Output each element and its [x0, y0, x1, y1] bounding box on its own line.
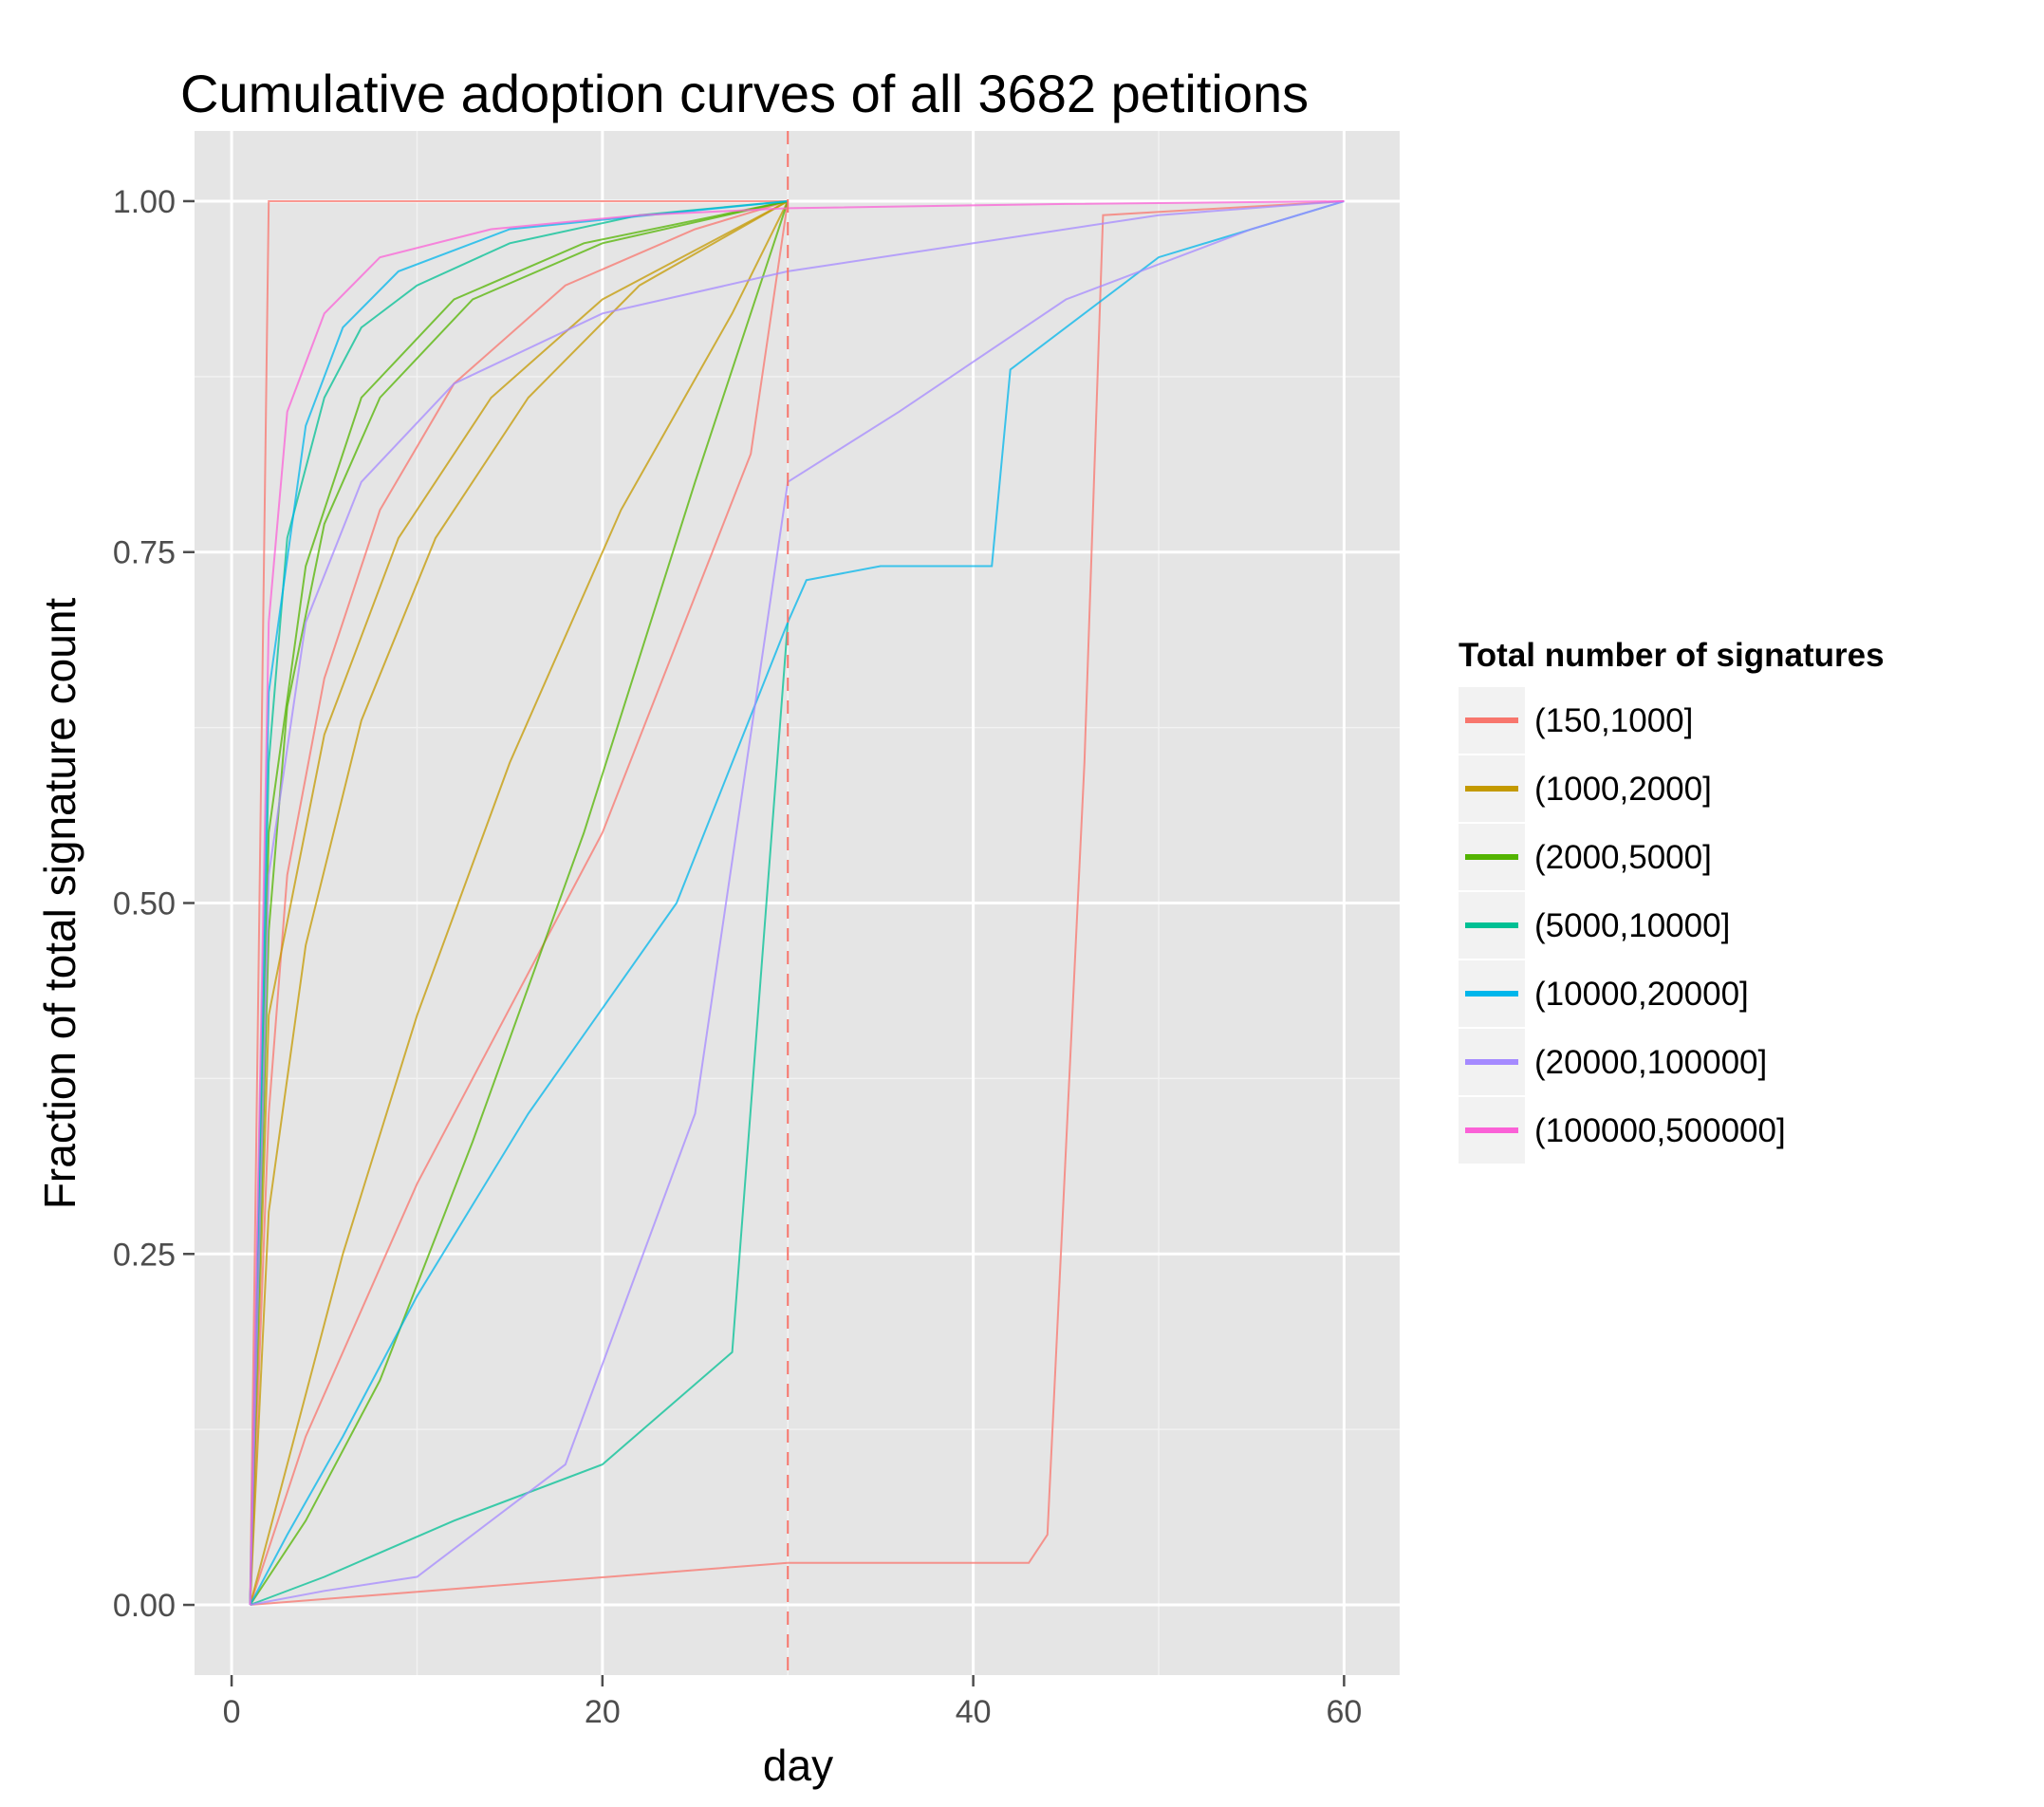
series-layer [249, 200, 1345, 1606]
series-line [249, 200, 789, 1606]
y-tick-label: 0.50 [113, 886, 176, 922]
x-tick-label: 40 [956, 1694, 992, 1730]
y-tick-label: 0.25 [113, 1237, 176, 1273]
y-axis-title: Fraction of total signature count [35, 598, 84, 1210]
y-tick-label: 1.00 [113, 184, 176, 220]
series-line [250, 200, 1345, 1606]
y-tick-label: 0.75 [113, 535, 176, 571]
series-line [249, 200, 790, 1606]
series-line [249, 200, 789, 1606]
legend-label: (100000,500000] [1534, 1112, 1786, 1149]
series-line [249, 200, 789, 1606]
series-line [249, 200, 789, 1606]
y-axis: 0.00 0.25 0.50 0.75 1.00 [113, 184, 195, 1624]
series-line [250, 200, 1345, 1606]
series-line [249, 200, 1345, 1606]
series-line [249, 200, 790, 1606]
x-axis-title: day [763, 1741, 833, 1790]
y-tick-label: 0.00 [113, 1588, 176, 1624]
series-line [249, 200, 1345, 1606]
x-tick-label: 20 [585, 1694, 621, 1730]
legend-label: (2000,5000] [1534, 839, 1712, 876]
x-tick-label: 0 [223, 1694, 241, 1730]
chart-title: Cumulative adoption curves of all 3682 p… [180, 64, 1309, 123]
legend-label: (10000,20000] [1534, 976, 1749, 1013]
legend-label: (5000,10000] [1534, 907, 1730, 944]
x-axis: 0 20 40 60 [223, 1675, 1362, 1730]
legend-label: (150,1000] [1534, 702, 1693, 739]
legend: Total number of signatures (150,1000] (10… [1459, 637, 1885, 1164]
series-line [249, 200, 789, 1606]
series-line [249, 200, 789, 1606]
legend-label: (20000,100000] [1534, 1044, 1767, 1081]
legend-title: Total number of signatures [1459, 637, 1885, 674]
series-line [249, 200, 790, 1606]
x-tick-label: 60 [1326, 1694, 1362, 1730]
legend-label: (1000,2000] [1534, 771, 1712, 808]
series-line [249, 200, 789, 1606]
series-line [249, 200, 789, 1606]
